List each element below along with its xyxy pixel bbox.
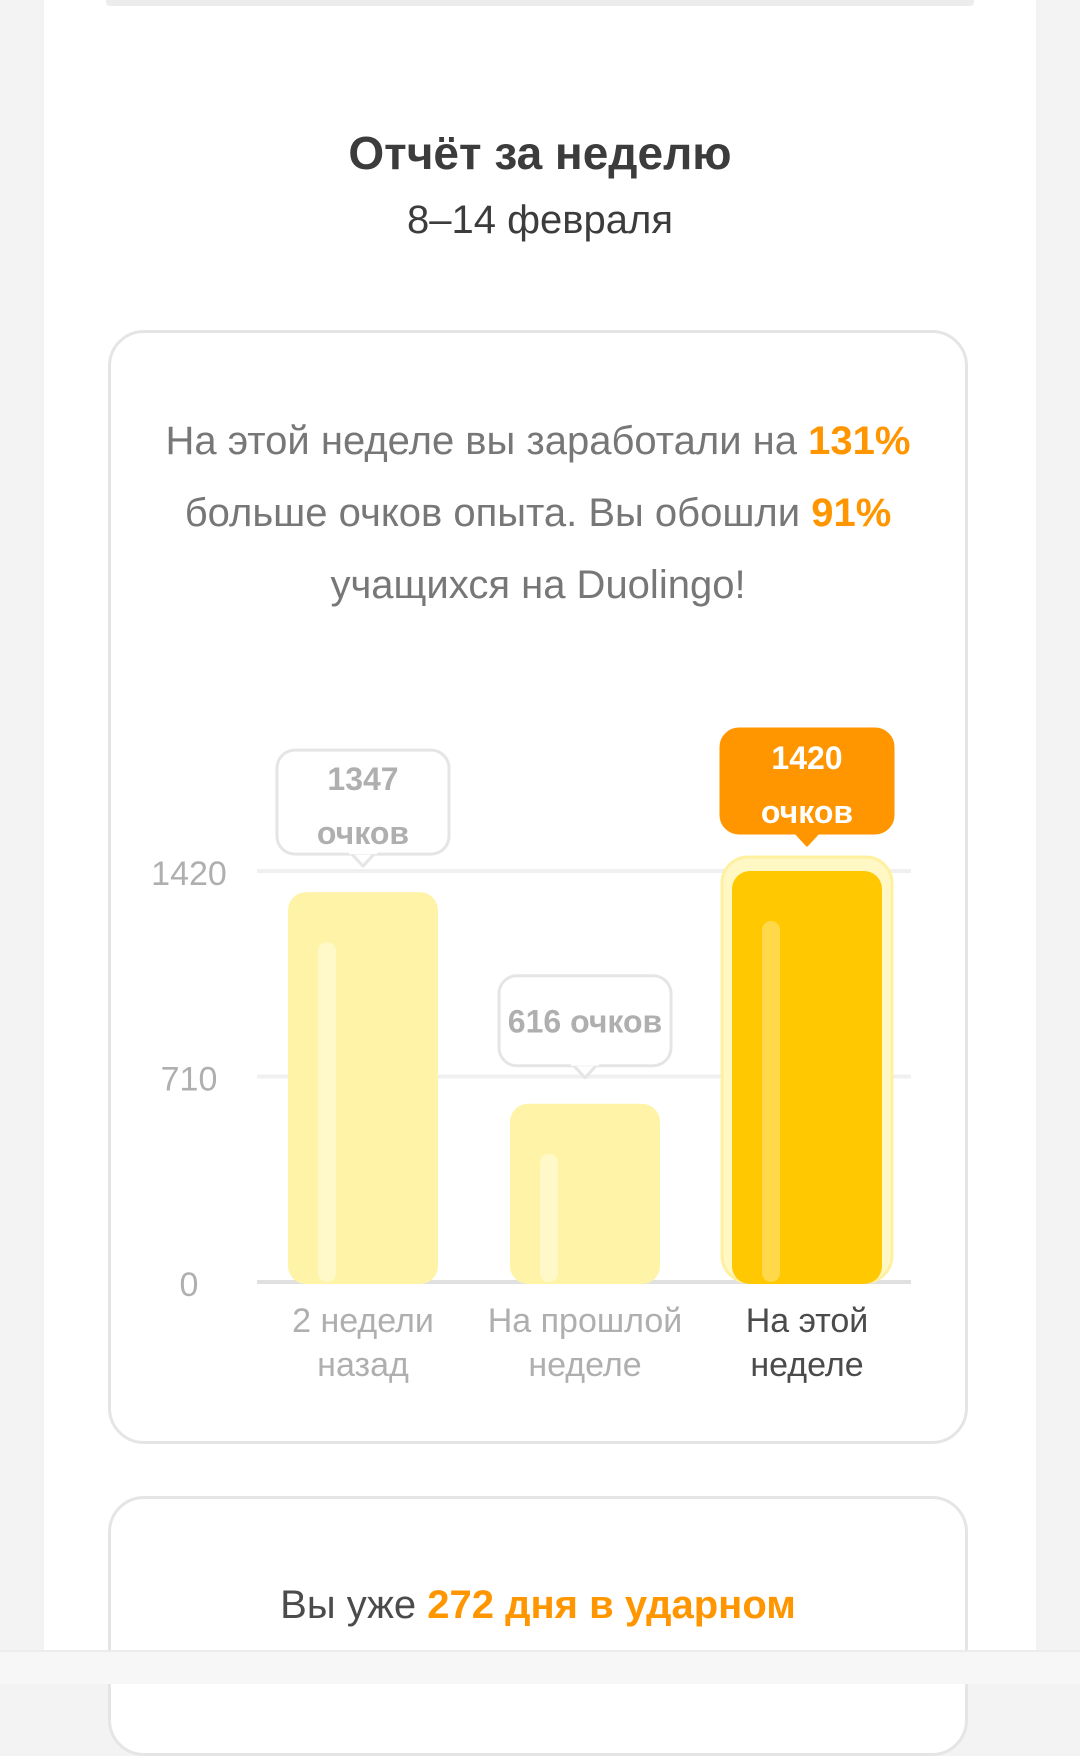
value-bubble-pointer-mask: [793, 827, 821, 833]
category-label: 2 недели назад: [292, 1302, 434, 1384]
top-divider: [106, 0, 974, 6]
y-tick-label: 0: [180, 1266, 199, 1304]
streak-highlight: 272 дня в ударном: [427, 1583, 796, 1627]
xp-bar-chart: 0 710 1420 1347 очков 2 недели назад 616 очков Н…: [151, 727, 911, 1384]
summary-text-1: На этой неделе вы заработали на: [165, 419, 809, 463]
category-label: На этой неделе: [746, 1302, 869, 1384]
bar: [288, 892, 438, 1284]
category-label: На прошлой неделе: [488, 1302, 683, 1384]
xp-summary: На этой неделе вы заработали на 131% бол…: [151, 405, 925, 621]
y-tick-label: 1420: [151, 855, 227, 893]
xp-increase-value: 131%: [808, 419, 911, 463]
value-bubble-pointer-mask: [349, 848, 377, 855]
bar-shine: [762, 921, 780, 1282]
value-bubble-pointer: [793, 830, 821, 847]
report-dates: 8–14 февраля: [407, 198, 673, 242]
report-title: Отчёт за неделю: [348, 127, 732, 179]
summary-text-3: учащихся на Duolingo!: [330, 563, 746, 607]
streak-prefix: Вы уже: [280, 1583, 428, 1627]
y-tick-label: 710: [161, 1061, 218, 1099]
bar: [510, 1103, 660, 1284]
summary-text-2: больше очков опыта. Вы обошли: [184, 491, 812, 535]
streak-text: Вы уже 272 дня в ударном: [111, 1583, 965, 1628]
bar-shine: [540, 1153, 558, 1282]
weekly-report-page: Отчёт за неделю 8–14 февраля На этой нед…: [44, 0, 1036, 1756]
bar-value-label: 1347 очков: [317, 761, 409, 851]
bar: [732, 871, 882, 1284]
value-bubble-pointer-mask: [571, 1059, 599, 1066]
bar-value-label: 1420 очков: [761, 740, 853, 830]
bar-value-label: 616 очков: [508, 1004, 662, 1040]
bar-shine: [318, 942, 336, 1282]
percentile-value: 91%: [811, 491, 892, 535]
xp-chart-card: На этой неделе вы заработали на 131% бол…: [108, 330, 968, 1444]
bottom-nav-bar: [0, 1650, 1080, 1684]
streak-card: Вы уже 272 дня в ударном: [108, 1496, 968, 1756]
value-bubble-pointer: [349, 851, 377, 868]
